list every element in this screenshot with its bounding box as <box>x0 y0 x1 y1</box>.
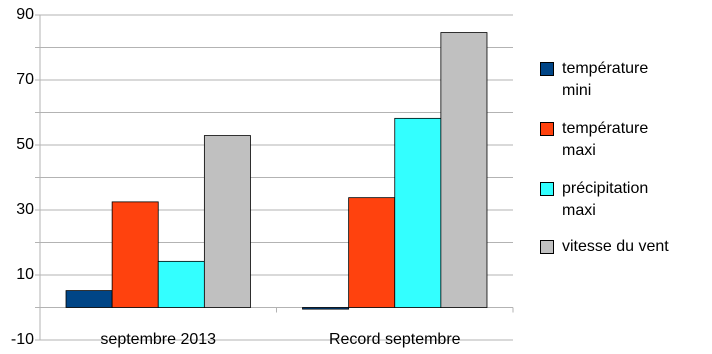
y-tick-label: 90 <box>16 6 34 23</box>
y-tick-label: 70 <box>16 71 34 88</box>
bar <box>394 117 442 308</box>
x-tick-label: septembre 2013 <box>100 331 216 348</box>
legend-swatch <box>540 62 554 76</box>
bar <box>157 260 205 308</box>
bar <box>203 135 251 308</box>
legend-label: température mini <box>562 60 649 99</box>
legend-label: température maxi <box>562 120 649 159</box>
bar <box>302 307 350 310</box>
legend-swatch <box>540 240 554 254</box>
legend-label: vitesse du vent <box>562 238 669 255</box>
legend-swatch <box>540 122 554 136</box>
bar <box>65 290 113 308</box>
y-tick-label: 30 <box>16 201 34 218</box>
bar <box>440 32 488 308</box>
bar <box>111 201 159 308</box>
y-tick-label: -10 <box>11 331 34 348</box>
y-tick-label: 10 <box>16 266 34 283</box>
legend-label: précipitation maxi <box>562 180 649 219</box>
legend-swatch <box>540 182 554 196</box>
x-tick-label: Record septembre <box>329 331 461 348</box>
bar <box>348 197 396 308</box>
y-tick-label: 50 <box>16 136 34 153</box>
